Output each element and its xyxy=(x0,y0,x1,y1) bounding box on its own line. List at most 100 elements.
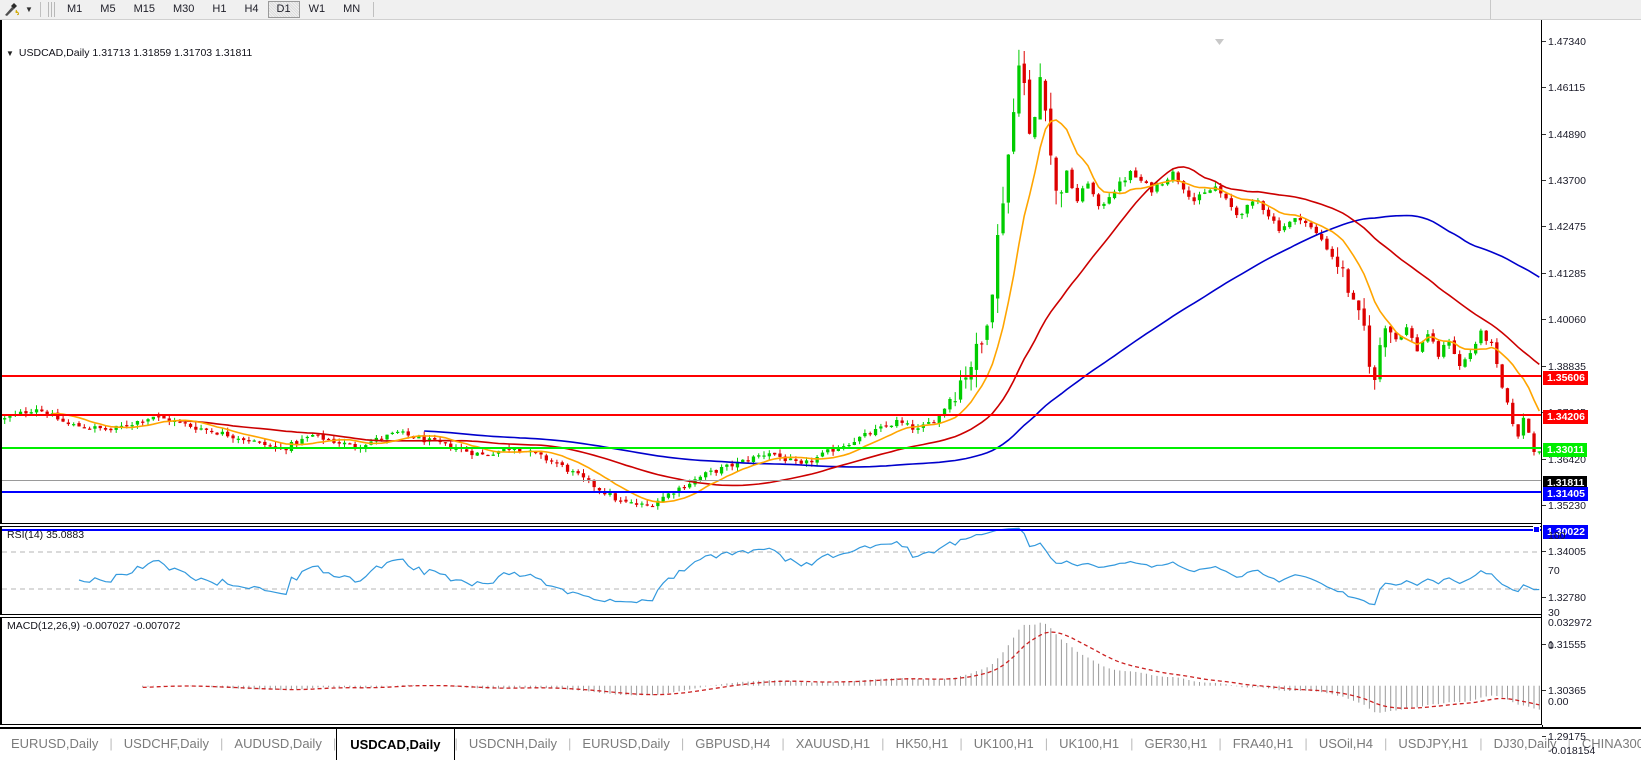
rsi-tick-label: 0 xyxy=(1548,640,1554,652)
tab-xauusd-h1[interactable]: XAUUSD,H1 xyxy=(795,736,871,751)
timeframe-m1[interactable]: M1 xyxy=(67,3,83,15)
price-axis[interactable]: 1.47340 1.46115 1.44890 1.43700 1.42475 1.412… xyxy=(1541,20,1641,757)
macd-pane[interactable]: MACD(12,26,9) -0.007027 -0.007072 xyxy=(0,617,1542,725)
price-tick xyxy=(1542,273,1546,274)
level-line-pivot-green[interactable] xyxy=(2,447,1544,449)
macd-tick-label: -0.018154 xyxy=(1548,745,1596,757)
cursor-crosshair-icon[interactable] xyxy=(0,1,22,18)
price-tick-label: 1.40060 xyxy=(1548,314,1586,326)
tab-separator: | xyxy=(680,736,685,751)
tab-usdcad-daily[interactable]: USDCAD,Daily xyxy=(336,729,455,760)
tab-hk50-h1[interactable]: HK50,H1 xyxy=(895,736,949,751)
chart-tab-bar[interactable]: EURUSD,Daily | USDCHF,Daily | AUDUSD,Daily | U… xyxy=(0,727,1641,762)
timeframe-m30[interactable]: M30 xyxy=(172,3,195,15)
price-level-badge[interactable]: 1.31811 xyxy=(1543,476,1588,490)
tab-separator: | xyxy=(568,736,572,751)
tab-separator: | xyxy=(1567,736,1571,751)
tab-usdchf-daily[interactable]: USDCHF,Daily xyxy=(123,736,210,751)
macd-plot xyxy=(142,622,1540,713)
chevron-down-icon[interactable]: ▼ xyxy=(6,48,14,58)
price-tick-label: 1.32780 xyxy=(1548,592,1586,604)
tab-separator: | xyxy=(881,736,885,751)
toolbar-divider xyxy=(40,2,41,17)
chevron-down-icon[interactable]: ▼ xyxy=(25,5,33,14)
price-tick-label: 1.44890 xyxy=(1548,129,1586,141)
tab-separator: | xyxy=(1130,736,1134,751)
timeframe-mn[interactable]: MN xyxy=(343,3,361,15)
level-line-support-1[interactable] xyxy=(2,491,1544,493)
price-tick-label: 1.31555 xyxy=(1548,639,1586,651)
tab-separator: | xyxy=(959,736,963,751)
price-tick-label: 1.46115 xyxy=(1548,82,1586,94)
price-tick xyxy=(1542,690,1546,691)
price-tick-label: 1.30365 xyxy=(1548,685,1586,697)
level-line-resistance-2[interactable] xyxy=(2,414,1544,416)
tab-separator: | xyxy=(220,736,224,751)
price-tick xyxy=(1542,551,1546,552)
tab-usoil-h4[interactable]: USOil,H4 xyxy=(1318,736,1373,751)
level-line-resistance-1[interactable] xyxy=(2,375,1544,377)
price-level-badge[interactable]: 1.31405 xyxy=(1543,487,1588,501)
price-pane[interactable] xyxy=(0,20,1544,531)
tab-separator: | xyxy=(454,736,458,751)
rsi-pane[interactable]: RSI(14) 35.0883 xyxy=(0,526,1542,615)
tab-usdcnh-daily[interactable]: USDCNH,Daily xyxy=(468,736,558,751)
toolbar-divider-2 xyxy=(373,2,375,17)
macd-tick-label: 0.00 xyxy=(1548,696,1569,708)
tab-gbpusd-h4[interactable]: GBPUSD,H4 xyxy=(695,736,771,751)
level-line-support-2[interactable] xyxy=(2,529,1544,531)
price-level-badge[interactable]: 1.34206 xyxy=(1543,410,1588,424)
tab-separator: | xyxy=(109,736,113,751)
tab-uk100-h1[interactable]: UK100,H1 xyxy=(973,736,1034,751)
rsi-tick-label: 100 xyxy=(1548,530,1566,542)
level-line-current-price xyxy=(2,480,1544,481)
tab-fra40-h1[interactable]: FRA40,H1 xyxy=(1232,736,1294,751)
chart-symbol-text: USDCAD,Daily 1.31713 1.31859 1.31703 1.3… xyxy=(18,47,253,59)
toolbar-right-region xyxy=(1490,0,1641,19)
level-line-handle[interactable] xyxy=(1533,526,1540,533)
price-level-badge[interactable]: 1.35606 xyxy=(1543,371,1588,385)
tab-separator: | xyxy=(1218,736,1222,751)
rsi-tick-label: 70 xyxy=(1548,565,1560,577)
tab-audusd-daily[interactable]: AUDUSD,Daily xyxy=(234,736,322,751)
price-tick xyxy=(1542,180,1546,181)
price-tick xyxy=(1542,459,1546,460)
rsi-label: RSI(14) 35.0883 xyxy=(7,529,85,541)
price-tick xyxy=(1542,134,1546,135)
tab-ger30-h1[interactable]: GER30,H1 xyxy=(1144,736,1208,751)
price-tick-label: 1.29175 xyxy=(1548,731,1586,743)
price-tick-label: 1.35230 xyxy=(1548,500,1586,512)
tab-china300-h1[interactable]: CHINA300,H1 xyxy=(1581,736,1641,751)
price-tick-label: 1.42475 xyxy=(1548,221,1586,233)
price-tick-label: 1.41285 xyxy=(1548,268,1586,280)
timeframe-m15[interactable]: M15 xyxy=(133,3,155,15)
tab-separator: | xyxy=(1384,736,1388,751)
macd-tick-label: 0.032972 xyxy=(1548,617,1592,629)
price-tick xyxy=(1542,226,1546,227)
tab-eurusd-daily[interactable]: EURUSD,Daily xyxy=(582,736,670,751)
timeframe-h4[interactable]: H4 xyxy=(244,3,259,15)
price-tick-label: 1.43700 xyxy=(1548,175,1586,187)
tab-separator: | xyxy=(332,736,337,751)
scroll-marker-icon xyxy=(1215,39,1224,45)
timeframe-m5[interactable]: M5 xyxy=(100,3,116,15)
price-tick xyxy=(1542,319,1546,320)
tab-separator: | xyxy=(781,736,785,751)
timeframe-w1[interactable]: W1 xyxy=(308,3,326,15)
tab-uk100-h1[interactable]: UK100,H1 xyxy=(1059,736,1120,751)
toolbar-grip[interactable] xyxy=(48,2,55,17)
tab-eurusd-daily[interactable]: EURUSD,Daily xyxy=(11,736,99,751)
timeframe-h1[interactable]: H1 xyxy=(212,3,227,15)
chart-area[interactable]: ▼ USDCAD,Daily 1.31713 1.31859 1.31703 1… xyxy=(0,20,1641,757)
tab-dj30-daily[interactable]: DJ30,Daily xyxy=(1493,736,1557,751)
price-level-badge[interactable]: 1.33011 xyxy=(1543,443,1588,457)
tab-separator: | xyxy=(1479,736,1483,751)
price-tick xyxy=(1542,597,1546,598)
price-tick-label: 1.36420 xyxy=(1548,454,1586,466)
tab-usdjpy-h1[interactable]: USDJPY,H1 xyxy=(1398,736,1469,751)
tab-separator: | xyxy=(1044,736,1049,751)
price-level-badge[interactable]: 1.30022 xyxy=(1543,525,1588,539)
price-tick-label: 1.34005 xyxy=(1548,546,1586,558)
timeframe-d1[interactable]: D1 xyxy=(267,1,300,18)
rsi-plot xyxy=(2,527,1542,606)
